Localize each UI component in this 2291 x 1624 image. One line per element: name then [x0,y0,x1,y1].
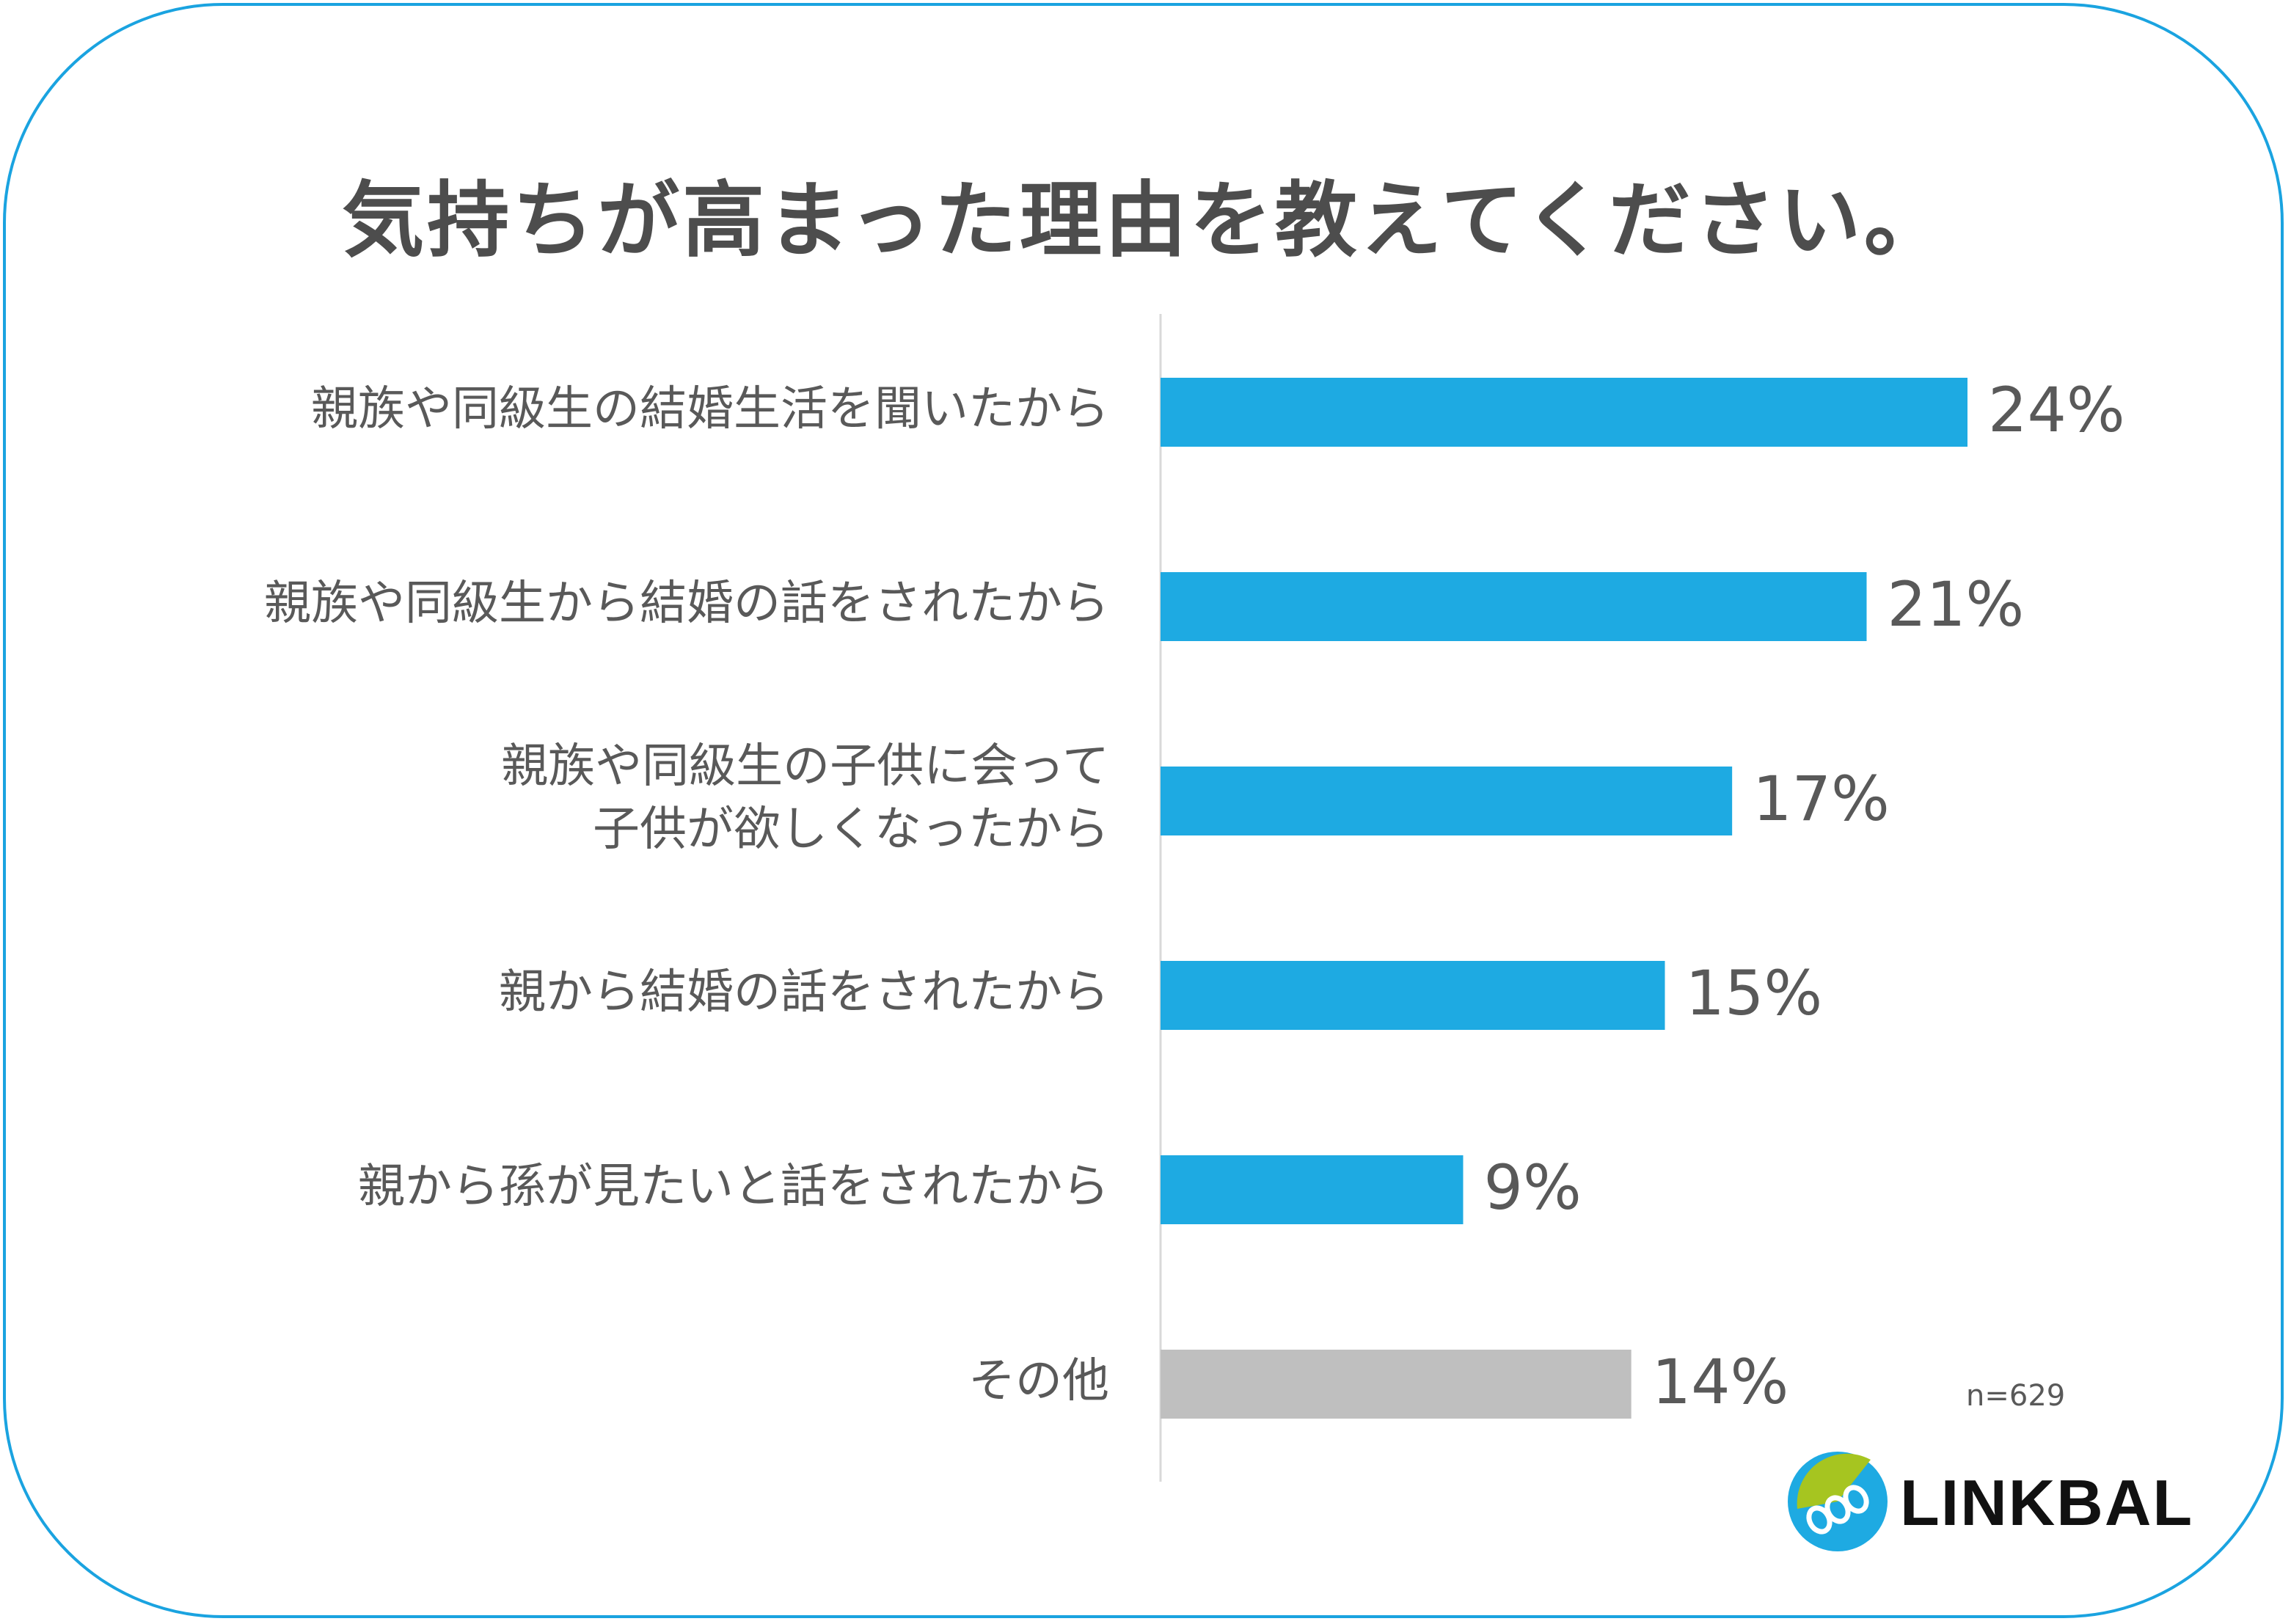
category-label-6: その他 [968,1354,1109,1408]
sample-size-note: n=629 [1966,1379,2066,1413]
bars-group [1161,378,1967,1419]
category-label-2: 親族や同級生から結婚の話をされたから [264,577,1109,631]
bar-2 [1161,572,1867,641]
bar-3 [1161,767,1733,835]
logo-wordmark: LINKBAL [1900,1466,2194,1539]
category-label-3: 親族や同級生の子供に会って 子供が欲しくなったから [501,739,1109,857]
value-label-5: 9% [1483,1152,1582,1224]
category-label-4: 親から結婚の話をされたから [499,965,1109,1020]
rounded-frame [3,3,2284,1618]
linkbal-logo-icon [1788,1452,1888,1551]
value-label-1: 24% [1988,374,2125,446]
bar-6 [1161,1350,1632,1419]
value-label-3: 17% [1753,763,1890,835]
value-label-4: 15% [1685,957,1823,1029]
bar-5 [1161,1155,1464,1224]
bar-4 [1161,961,1665,1030]
category-label-5: 親から孫が見たいと話をされたから [358,1160,1109,1214]
chart-title: 気持ちが高まった理由を教えてください。 [342,173,1949,268]
value-label-2: 21% [1887,568,2025,640]
value-label-6: 14% [1651,1346,1789,1418]
category-label-1: 親族や同級生の結婚生活を聞いたから [311,382,1109,436]
bar-1 [1161,378,1967,447]
